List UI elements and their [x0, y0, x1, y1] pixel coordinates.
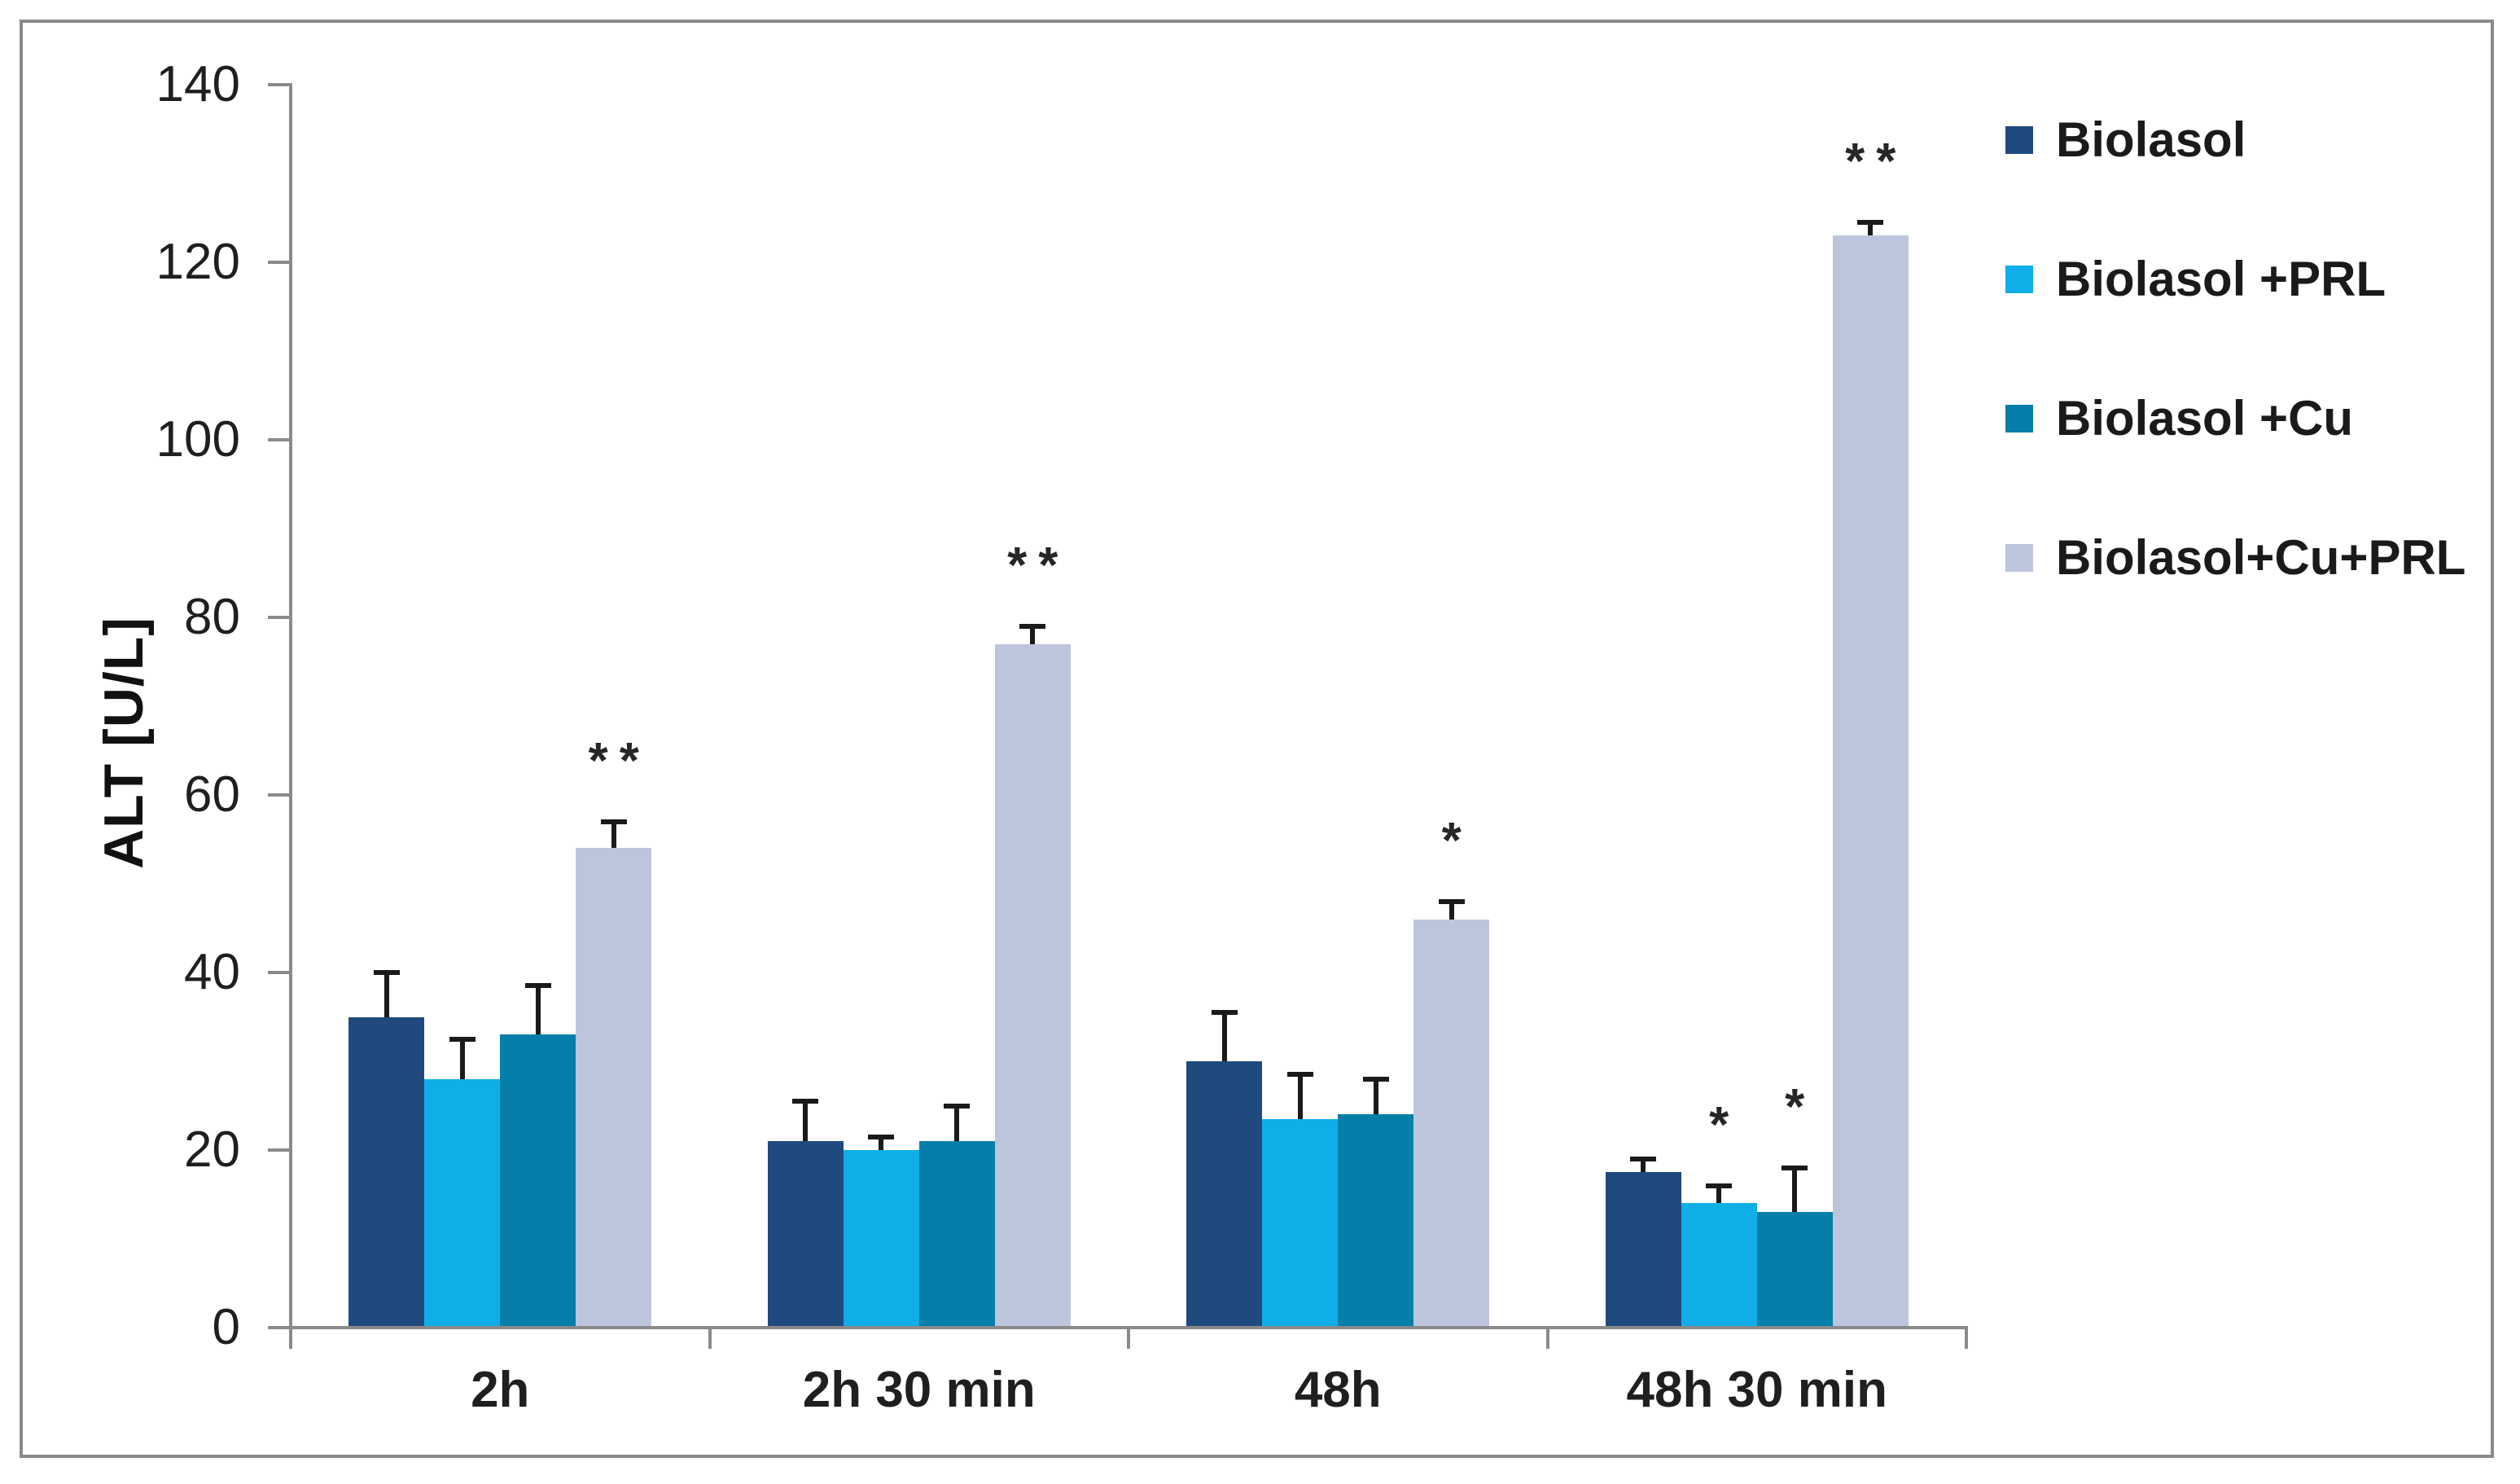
bar	[1262, 1118, 1339, 1328]
error-bar-line	[383, 973, 389, 1017]
significance-label: *	[1785, 1078, 1817, 1135]
error-bar-cap	[524, 983, 551, 989]
y-axis-tick	[268, 971, 289, 974]
bar	[576, 848, 652, 1328]
bar	[1186, 1061, 1263, 1328]
bar	[424, 1078, 501, 1328]
error-bar-cap	[868, 1134, 895, 1139]
bar	[1681, 1203, 1757, 1328]
error-bar-cap	[1782, 1165, 1808, 1170]
error-bar-line	[1373, 1078, 1378, 1115]
error-bar-line	[954, 1105, 960, 1142]
error-bar-cap	[1857, 219, 1884, 225]
error-bar-line	[535, 986, 541, 1035]
error-bar-cap	[1362, 1076, 1389, 1082]
error-bar-cap	[1706, 1183, 1733, 1188]
y-tick-label: 80	[184, 589, 240, 645]
error-bar-line	[611, 821, 616, 849]
y-axis-tick	[268, 1148, 289, 1152]
error-bar-line	[1716, 1185, 1722, 1204]
chart-border-frame	[20, 20, 2494, 1458]
y-axis-tick	[268, 793, 289, 797]
significance-label: *	[1709, 1096, 1741, 1153]
legend-item: Biolasol +Cu	[2005, 394, 2353, 443]
bar	[843, 1150, 919, 1328]
error-bar-line	[1448, 901, 1454, 920]
y-axis-tick	[268, 1326, 289, 1329]
bar	[1413, 919, 1490, 1328]
error-bar-cap	[792, 1099, 819, 1104]
error-bar-cap	[600, 819, 627, 824]
error-bar-cap	[449, 1036, 476, 1042]
error-bar-cap	[373, 970, 400, 975]
significance-label: *	[1441, 812, 1473, 869]
x-axis-tick	[1545, 1328, 1549, 1349]
error-bar-line	[879, 1136, 884, 1150]
error-bar-line	[1297, 1074, 1303, 1119]
x-axis-tick	[1127, 1328, 1130, 1349]
error-bar-line	[1868, 222, 1874, 236]
error-bar-line	[1030, 626, 1036, 644]
y-axis-tick	[268, 261, 289, 264]
x-axis-tick	[1965, 1328, 1968, 1349]
bar	[500, 1034, 576, 1328]
y-axis-title: ALT [U/L]	[93, 617, 155, 869]
category-label: 2h 30 min	[802, 1362, 1036, 1418]
bar	[1832, 235, 1909, 1328]
y-tick-label: 60	[184, 766, 240, 823]
error-bar-line	[1641, 1158, 1646, 1173]
y-tick-label: 20	[184, 1122, 240, 1178]
legend-swatch	[2005, 126, 2033, 154]
legend-item: Biolasol+Cu+PRL	[2005, 533, 2465, 582]
significance-label: **	[1007, 537, 1070, 594]
y-tick-label: 40	[184, 944, 240, 1000]
error-bar-line	[1221, 1012, 1227, 1061]
x-axis-tick	[289, 1328, 292, 1349]
legend-swatch	[2005, 405, 2033, 432]
bar	[767, 1141, 844, 1328]
bar	[1756, 1212, 1833, 1328]
error-bar-cap	[1438, 898, 1465, 904]
y-axis-line	[289, 83, 292, 1329]
error-bar-line	[803, 1101, 809, 1142]
error-bar-cap	[1019, 623, 1046, 629]
y-tick-label: 140	[156, 56, 240, 112]
error-bar-cap	[1286, 1072, 1313, 1078]
legend-label: Biolasol +Cu	[2056, 391, 2354, 446]
error-bar-line	[459, 1038, 465, 1079]
y-axis-tick	[268, 438, 289, 441]
bar	[994, 643, 1071, 1328]
error-bar-cap	[944, 1103, 971, 1109]
y-tick-label: 0	[212, 1299, 240, 1355]
legend-swatch	[2005, 266, 2033, 293]
legend-item: Biolasol	[2005, 116, 2246, 165]
y-tick-label: 100	[156, 411, 240, 468]
legend-swatch	[2005, 544, 2033, 572]
y-tick-label: 120	[156, 234, 240, 290]
bar	[1338, 1114, 1414, 1328]
legend-label: Biolasol	[2056, 112, 2246, 167]
error-bar-line	[1792, 1167, 1798, 1213]
legend-label: Biolasol+Cu+PRL	[2056, 530, 2466, 585]
bar	[348, 1016, 425, 1328]
error-bar-cap	[1630, 1156, 1657, 1161]
category-label: 48h 30 min	[1626, 1362, 1887, 1418]
significance-label: **	[1845, 133, 1908, 190]
category-label: 48h	[1294, 1362, 1382, 1418]
x-axis-tick	[708, 1328, 712, 1349]
bar	[918, 1141, 995, 1328]
category-label: 2h	[471, 1362, 530, 1418]
error-bar-cap	[1211, 1010, 1238, 1016]
significance-label: **	[588, 732, 651, 789]
y-axis-tick	[268, 83, 289, 86]
legend-label: Biolasol +PRL	[2056, 252, 2386, 306]
y-axis-tick	[268, 616, 289, 619]
legend-item: Biolasol +PRL	[2005, 255, 2386, 304]
bar	[1605, 1172, 1681, 1328]
